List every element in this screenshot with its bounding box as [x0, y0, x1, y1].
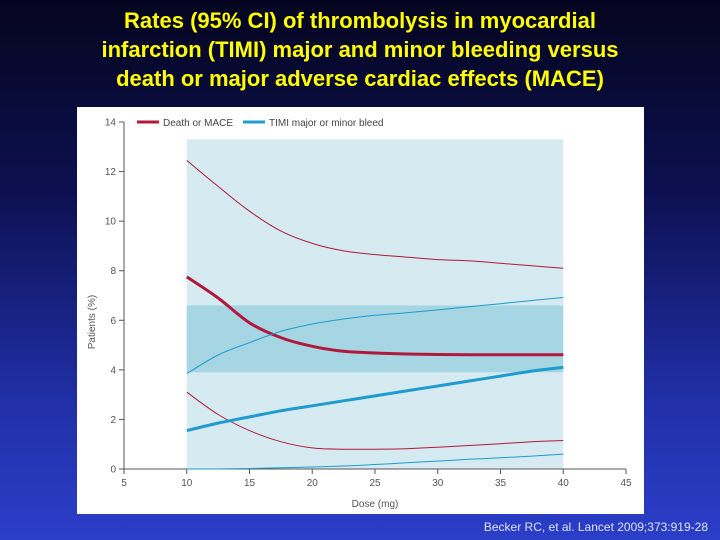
y-tick-label: 6	[110, 316, 116, 327]
x-axis-label: Dose (mg)	[352, 499, 399, 510]
title-line-2: infarction (TIMI) major and minor bleedi…	[101, 37, 619, 62]
x-tick-label: 25	[369, 478, 381, 489]
ci-upper-timi-bleed	[186, 297, 564, 375]
legend-label-timi-bleed: TIMI major or minor bleed	[269, 118, 383, 129]
citation: Becker RC, et al. Lancet 2009;373:919-28	[483, 520, 708, 534]
title-line-1: Rates (95% CI) of thrombolysis in myocar…	[124, 8, 596, 33]
ci-upper-death-mace	[186, 160, 564, 269]
slide-title: Rates (95% CI) of thrombolysis in myocar…	[0, 6, 720, 93]
title-line-3: death or major adverse cardiac effects (…	[116, 66, 604, 91]
y-tick-label: 0	[110, 465, 116, 476]
x-tick-label: 15	[244, 478, 256, 489]
legend: Death or MACE TIMI major or minor bleed	[137, 118, 383, 129]
series-line-timi-bleed	[186, 365, 564, 433]
y-tick-label: 4	[110, 365, 116, 376]
ci-lower-timi-bleed	[186, 453, 564, 470]
chart: 5 10 15 20 25 30 35 40 45 0 2 4 6 8 10 12 14 Death or MA…	[87, 118, 632, 511]
shaded-region-1	[186, 305, 564, 373]
x-tick-label: 5	[121, 478, 127, 489]
legend-label-death-mace: Death or MACE	[163, 118, 233, 129]
x-tick-label: 45	[620, 478, 632, 489]
x-tick-label: 35	[495, 478, 507, 489]
series-lines	[185, 160, 564, 470]
y-tick-label: 10	[105, 217, 117, 228]
chart-panel: 5 10 15 20 25 30 35 40 45 0 2 4 6 8 10 12 14 Death or MA…	[77, 107, 644, 514]
x-tick-label: 10	[181, 478, 193, 489]
series-line-death-mace	[185, 275, 564, 357]
y-axis-label: Patients (%)	[87, 295, 98, 349]
x-tick-label: 30	[432, 478, 444, 489]
y-tick-label: 14	[105, 118, 117, 129]
y-tick-label: 2	[110, 415, 116, 426]
x-tick-label: 20	[307, 478, 319, 489]
x-tick-label: 40	[558, 478, 570, 489]
y-tick-label: 12	[105, 167, 117, 178]
y-tick-label: 8	[110, 266, 116, 277]
ci-lower-death-mace	[186, 391, 564, 450]
